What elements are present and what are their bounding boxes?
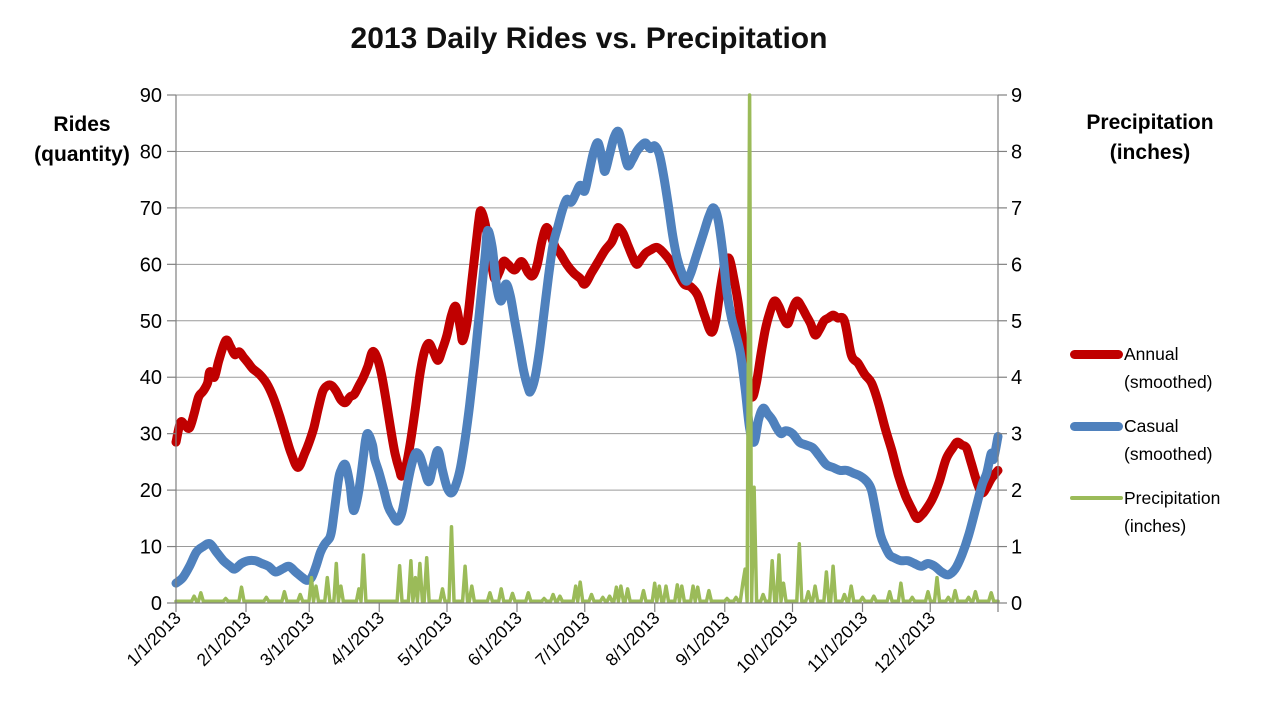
right-axis-tick-label: 8 bbox=[1011, 141, 1022, 163]
x-axis-tick-label: 10/1/2013 bbox=[732, 608, 801, 677]
x-axis-tick-label: 9/1/2013 bbox=[671, 608, 733, 670]
left-axis-title-line2: (quantity) bbox=[34, 143, 130, 166]
right-axis-title-line1: Precipitation bbox=[1086, 111, 1214, 134]
left-axis-title-line1: Rides bbox=[53, 113, 111, 136]
legend-label-casual: Casual (smoothed) bbox=[1124, 416, 1213, 464]
left-axis-tick-label: 70 bbox=[140, 198, 162, 220]
right-axis-title: Precipitation (inches) bbox=[1066, 108, 1234, 168]
x-axis-tick-label: 8/1/2013 bbox=[601, 608, 663, 670]
x-axis-tick-label: 4/1/2013 bbox=[326, 608, 388, 670]
right-axis-tick-label: 9 bbox=[1011, 85, 1022, 107]
legend-item-precipitation: Precipitation (inches) bbox=[1070, 484, 1220, 540]
legend-item-annual: Annual (smoothed) bbox=[1070, 340, 1213, 396]
legend-label-annual: Annual (smoothed) bbox=[1124, 344, 1213, 392]
right-axis-tick-label: 1 bbox=[1011, 537, 1022, 559]
right-axis-tick-label: 3 bbox=[1011, 424, 1022, 446]
right-axis-tick-label: 0 bbox=[1011, 593, 1022, 615]
chart-title: 2013 Daily Rides vs. Precipitation bbox=[350, 22, 828, 55]
right-axis-title-line2: (inches) bbox=[1109, 141, 1191, 164]
x-axis-tick-label: 11/1/2013 bbox=[803, 608, 871, 676]
left-axis-tick-label: 30 bbox=[140, 424, 162, 446]
left-axis-tick-label: 90 bbox=[140, 85, 162, 107]
left-axis-tick-label: 20 bbox=[140, 480, 162, 502]
left-axis-tick-label: 40 bbox=[140, 367, 162, 389]
legend-item-casual: Casual (smoothed) bbox=[1070, 412, 1213, 468]
series-casual-line bbox=[171, 126, 1003, 588]
left-axis-tick-label: 80 bbox=[140, 141, 162, 163]
casual-line-swatch bbox=[1070, 421, 1123, 431]
left-axis-tick-label: 10 bbox=[140, 537, 162, 559]
right-axis-tick-label: 2 bbox=[1011, 480, 1022, 502]
right-axis-tick-label: 5 bbox=[1011, 311, 1022, 333]
right-axis-tick-label: 7 bbox=[1011, 198, 1022, 220]
left-axis-tick-label: 60 bbox=[140, 254, 162, 276]
x-axis-tick-label: 3/1/2013 bbox=[256, 608, 318, 670]
x-axis-tick-label: 2/1/2013 bbox=[193, 608, 255, 670]
right-axis-tick-label: 6 bbox=[1011, 254, 1022, 276]
precipitation-line-swatch bbox=[1070, 496, 1123, 500]
x-axis-tick-label: 6/1/2013 bbox=[464, 608, 526, 670]
x-axis-tick-label: 1/1/2013 bbox=[123, 608, 185, 670]
x-axis-tick-label: 7/1/2013 bbox=[531, 608, 593, 670]
right-axis-tick-label: 4 bbox=[1011, 367, 1022, 389]
x-axis-tick-label: 5/1/2013 bbox=[394, 608, 456, 670]
left-axis-title: Rides (quantity) bbox=[6, 110, 158, 170]
legend-label-precipitation: Precipitation (inches) bbox=[1124, 488, 1221, 536]
annual-line-swatch bbox=[1070, 349, 1123, 359]
series-annual-line bbox=[171, 206, 1003, 524]
left-axis-tick-label: 0 bbox=[151, 593, 162, 615]
series-precipitation-line bbox=[174, 93, 1000, 604]
x-axis-tick-label: 12/1/2013 bbox=[870, 608, 939, 677]
left-axis-tick-label: 50 bbox=[140, 311, 162, 333]
